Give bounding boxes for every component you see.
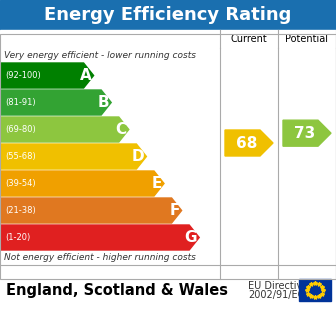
Text: A: A <box>80 68 92 83</box>
Text: D: D <box>132 149 144 164</box>
Text: (69-80): (69-80) <box>5 125 36 134</box>
Bar <box>0 0 336 30</box>
Bar <box>0 30 336 48</box>
Text: Potential: Potential <box>286 34 329 44</box>
Text: England, Scotland & Wales: England, Scotland & Wales <box>6 283 228 297</box>
Bar <box>0 34 336 279</box>
Polygon shape <box>0 225 199 250</box>
Text: (81-91): (81-91) <box>5 98 36 107</box>
Text: 2002/91/EC: 2002/91/EC <box>248 290 304 300</box>
Text: 73: 73 <box>294 126 316 141</box>
Text: B: B <box>97 95 109 110</box>
Text: G: G <box>185 230 197 245</box>
Bar <box>0 265 336 315</box>
Text: (21-38): (21-38) <box>5 206 36 215</box>
Polygon shape <box>0 117 129 142</box>
Text: Energy Efficiency Rating: Energy Efficiency Rating <box>44 6 292 24</box>
Text: EU Directive: EU Directive <box>248 281 308 291</box>
Polygon shape <box>0 90 111 115</box>
Text: Very energy efficient - lower running costs: Very energy efficient - lower running co… <box>4 50 196 60</box>
Polygon shape <box>283 120 331 146</box>
Polygon shape <box>0 63 94 88</box>
Polygon shape <box>0 198 181 223</box>
Text: (92-100): (92-100) <box>5 71 41 80</box>
Text: (1-20): (1-20) <box>5 233 30 242</box>
Text: (39-54): (39-54) <box>5 179 36 188</box>
Text: E: E <box>152 176 162 191</box>
Polygon shape <box>0 171 164 196</box>
Text: 68: 68 <box>236 135 258 151</box>
Bar <box>299 279 331 301</box>
Polygon shape <box>225 130 273 156</box>
Text: Current: Current <box>230 34 267 44</box>
Text: Not energy efficient - higher running costs: Not energy efficient - higher running co… <box>4 254 196 262</box>
Polygon shape <box>0 144 146 169</box>
Text: F: F <box>169 203 180 218</box>
Text: (55-68): (55-68) <box>5 152 36 161</box>
Text: C: C <box>116 122 127 137</box>
